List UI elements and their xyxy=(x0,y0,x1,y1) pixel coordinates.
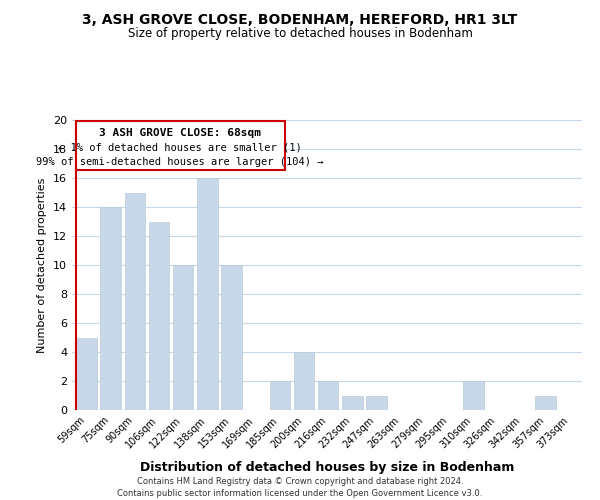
Text: Contains HM Land Registry data © Crown copyright and database right 2024.: Contains HM Land Registry data © Crown c… xyxy=(137,478,463,486)
Bar xyxy=(342,396,362,410)
Bar xyxy=(463,381,484,410)
Text: Contains public sector information licensed under the Open Government Licence v3: Contains public sector information licen… xyxy=(118,489,482,498)
Text: 3, ASH GROVE CLOSE, BODENHAM, HEREFORD, HR1 3LT: 3, ASH GROVE CLOSE, BODENHAM, HEREFORD, … xyxy=(82,12,518,26)
Bar xyxy=(197,178,218,410)
Text: Size of property relative to detached houses in Bodenham: Size of property relative to detached ho… xyxy=(128,28,472,40)
Bar xyxy=(76,338,97,410)
Text: ← 1% of detached houses are smaller (1): ← 1% of detached houses are smaller (1) xyxy=(58,142,302,152)
Bar xyxy=(366,396,387,410)
Bar xyxy=(149,222,169,410)
Bar xyxy=(100,207,121,410)
Bar xyxy=(125,192,145,410)
X-axis label: Distribution of detached houses by size in Bodenham: Distribution of detached houses by size … xyxy=(140,461,514,474)
Y-axis label: Number of detached properties: Number of detached properties xyxy=(37,178,47,352)
Bar xyxy=(294,352,314,410)
Text: 99% of semi-detached houses are larger (104) →: 99% of semi-detached houses are larger (… xyxy=(37,157,324,167)
Bar xyxy=(318,381,338,410)
Bar xyxy=(221,265,242,410)
FancyBboxPatch shape xyxy=(76,120,285,170)
Bar xyxy=(535,396,556,410)
Bar xyxy=(269,381,290,410)
Bar xyxy=(173,265,193,410)
Text: 3 ASH GROVE CLOSE: 68sqm: 3 ASH GROVE CLOSE: 68sqm xyxy=(99,128,261,138)
